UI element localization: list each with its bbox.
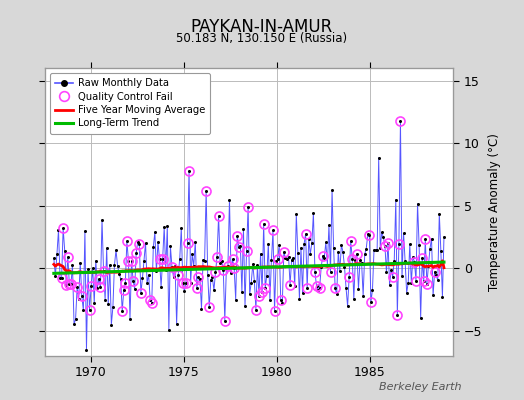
Text: Berkeley Earth: Berkeley Earth	[379, 382, 461, 392]
Y-axis label: Temperature Anomaly (°C): Temperature Anomaly (°C)	[488, 133, 501, 291]
Text: PAYKAN-IN-AMUR: PAYKAN-IN-AMUR	[191, 18, 333, 36]
Legend: Raw Monthly Data, Quality Control Fail, Five Year Moving Average, Long-Term Tren: Raw Monthly Data, Quality Control Fail, …	[50, 73, 210, 134]
Text: 50.183 N, 130.150 E (Russia): 50.183 N, 130.150 E (Russia)	[177, 32, 347, 45]
